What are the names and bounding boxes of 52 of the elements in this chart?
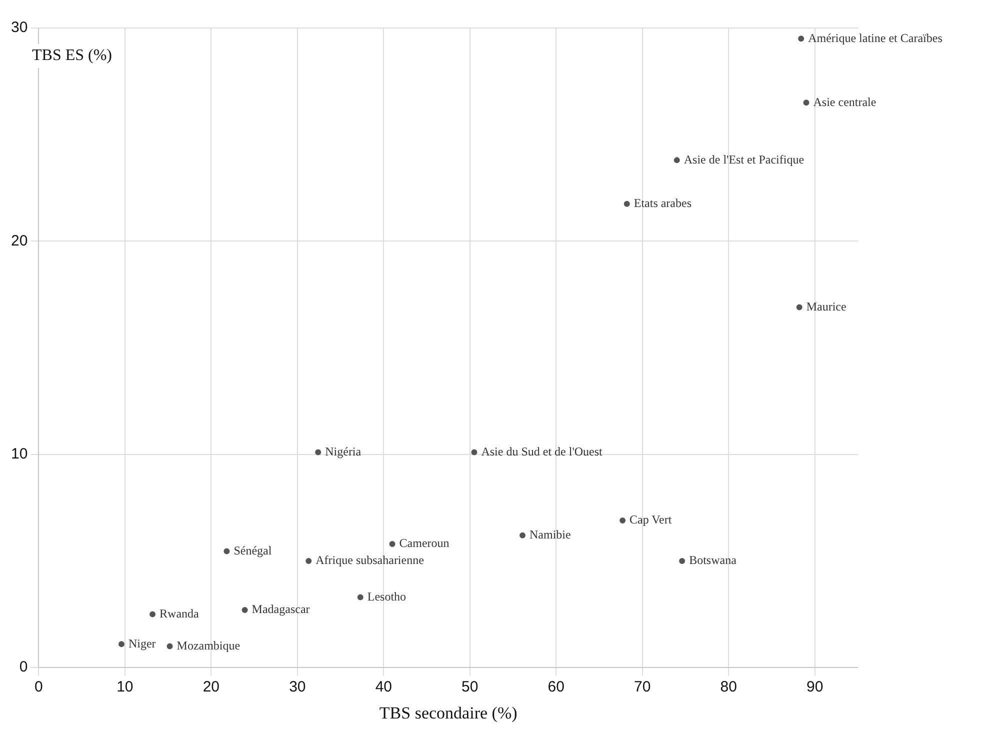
x-tick-label: 30 xyxy=(289,678,306,696)
y-tick-label: 30 xyxy=(10,19,28,36)
point xyxy=(224,548,230,554)
y-axis-title: TBS ES (%) xyxy=(22,44,122,68)
point xyxy=(315,449,322,456)
annotation: Mozambique xyxy=(176,638,240,652)
point xyxy=(150,611,156,618)
x-tick-label: 90 xyxy=(806,678,824,696)
x-tick-label: 60 xyxy=(548,678,564,696)
x-tick-label: 20 xyxy=(202,678,220,696)
point xyxy=(357,594,364,600)
y-tick-label: 10 xyxy=(10,446,28,463)
x-tick-label: 40 xyxy=(375,678,392,696)
x-tick-label: 10 xyxy=(116,678,134,696)
point xyxy=(242,607,248,614)
point xyxy=(118,641,124,648)
annotation: Cap Vert xyxy=(630,512,672,527)
annotation: Asie de l'Est et Pacifique xyxy=(684,152,804,166)
annotation: Amérique latine et Caraïbes xyxy=(808,30,943,45)
annotation: Sénégal xyxy=(234,543,272,558)
y-tick-label: 20 xyxy=(10,232,28,250)
point xyxy=(166,643,173,650)
point xyxy=(803,100,810,106)
point xyxy=(624,200,630,207)
annotation: Lesotho xyxy=(367,589,406,604)
x-tick-label: 0 xyxy=(34,678,43,696)
annotation: Cameroun xyxy=(399,536,450,550)
annotation: Afrique subsaharienne xyxy=(316,553,424,568)
point xyxy=(679,558,686,564)
annotation: Asie centrale xyxy=(813,94,876,109)
annotation: Asie du Sud et de l'Ouest xyxy=(481,444,604,458)
point xyxy=(796,304,802,310)
point xyxy=(520,532,526,538)
annotation: Maurice xyxy=(806,299,846,314)
annotation: Niger xyxy=(128,636,156,650)
point xyxy=(620,517,626,524)
point xyxy=(798,36,804,42)
point xyxy=(306,558,312,564)
annotation: Madagascar xyxy=(252,602,310,616)
x-tick-label: 80 xyxy=(720,678,737,696)
point xyxy=(674,157,680,164)
annotation: Nigéria xyxy=(325,444,362,458)
y-tick-label: 0 xyxy=(19,658,28,676)
x-tick-label: 50 xyxy=(462,678,478,696)
x-axis-title: TBS secondaire (%) xyxy=(379,703,518,722)
x-tick-label: 70 xyxy=(634,678,651,696)
annotation: Etats arabes xyxy=(634,196,692,210)
point xyxy=(389,540,396,547)
annotation: Namibie xyxy=(530,528,571,542)
point xyxy=(471,449,478,456)
annotation: Botswana xyxy=(689,553,738,568)
annotation: Rwanda xyxy=(160,606,200,620)
